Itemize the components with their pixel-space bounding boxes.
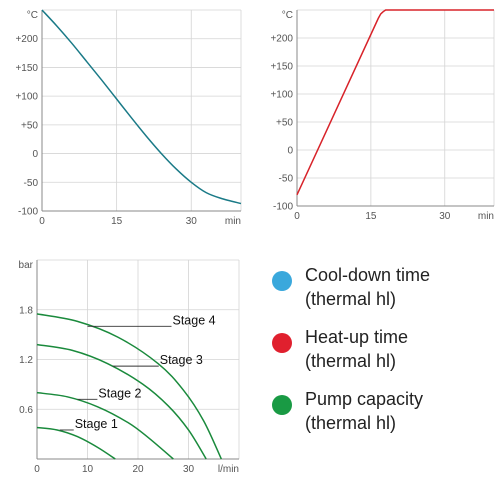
- series-line-1: [41, 9, 242, 205]
- y-tick-label: -100: [273, 202, 293, 213]
- y-tick-label: -100: [18, 207, 38, 218]
- cool-down-dot-icon: [272, 271, 292, 291]
- y-tick-label: +150: [270, 62, 293, 73]
- x-tick-label: 15: [365, 211, 377, 222]
- x-tick-label: 30: [186, 216, 198, 227]
- y-tick-label: 0: [32, 149, 38, 160]
- series-line-stage-1: [36, 426, 116, 460]
- y-tick-label: 1.8: [19, 305, 33, 316]
- x-axis-label: min: [225, 216, 241, 227]
- annotation-label: Stage 2: [98, 386, 141, 400]
- legend-label-line: Pump capacity: [305, 389, 424, 409]
- y-tick-label: 1.2: [19, 355, 33, 366]
- y-tick-label: 0: [287, 146, 293, 157]
- y-axis-label: bar: [19, 260, 34, 271]
- y-tick-label: +200: [15, 34, 38, 45]
- y-tick-label: +150: [15, 63, 38, 74]
- y-tick-label: +200: [270, 34, 293, 45]
- series-line-stage-4: [36, 313, 223, 460]
- x-axis-label: min: [478, 211, 494, 222]
- pump-capacity-dot-icon: [272, 395, 292, 415]
- y-tick-label: 0.6: [19, 405, 33, 416]
- legend-item-heat-up: Heat-up time (thermal hl): [272, 325, 492, 373]
- x-tick-label: 0: [39, 216, 45, 227]
- y-tick-label: +50: [21, 120, 38, 131]
- y-tick-label: -50: [24, 178, 39, 189]
- legend-label-line: Cool-down time: [305, 265, 431, 285]
- annotation-label: Stage 3: [160, 353, 203, 367]
- legend-label-line: (thermal hl): [305, 289, 397, 309]
- x-axis-label: l/min: [218, 464, 239, 475]
- y-tick-label: +100: [15, 92, 38, 103]
- annotation-label: Stage 1: [75, 417, 118, 431]
- y-tick-label: +100: [270, 90, 293, 101]
- series-line-1: [296, 9, 494, 196]
- annotation-label: Stage 4: [173, 313, 216, 327]
- x-tick-label: 10: [82, 464, 94, 475]
- x-tick-label: 30: [183, 464, 195, 475]
- legend: Cool-down time (thermal hl) Heat-up time…: [272, 263, 492, 449]
- y-tick-label: -50: [279, 174, 294, 185]
- series-line-stage-3: [36, 343, 207, 460]
- legend-label: Heat-up time (thermal hl): [305, 325, 408, 373]
- legend-label: Cool-down time (thermal hl): [305, 263, 430, 311]
- legend-item-cool-down: Cool-down time (thermal hl): [272, 263, 492, 311]
- series-line-stage-2: [36, 391, 174, 460]
- y-axis-label: °C: [282, 10, 293, 21]
- y-axis-label: °C: [27, 10, 38, 21]
- x-tick-label: 20: [132, 464, 144, 475]
- legend-item-pump-capacity: Pump capacity (thermal hl): [272, 387, 492, 435]
- x-tick-label: 0: [34, 464, 40, 475]
- x-tick-label: 30: [439, 211, 451, 222]
- heat-up-dot-icon: [272, 333, 292, 353]
- x-tick-label: 0: [294, 211, 300, 222]
- chart-3: bar 1.8 1.2 0.6 0 10 20 30 l/min Stage 4 Stage 3 St…: [19, 259, 240, 475]
- y-tick-label: +50: [276, 118, 293, 129]
- legend-label-line: (thermal hl): [305, 413, 397, 433]
- legend-label-line: Heat-up time: [305, 327, 409, 347]
- legend-label: Pump capacity (thermal hl): [305, 387, 423, 435]
- legend-label-line: (thermal hl): [305, 351, 397, 371]
- x-tick-label: 15: [111, 216, 123, 227]
